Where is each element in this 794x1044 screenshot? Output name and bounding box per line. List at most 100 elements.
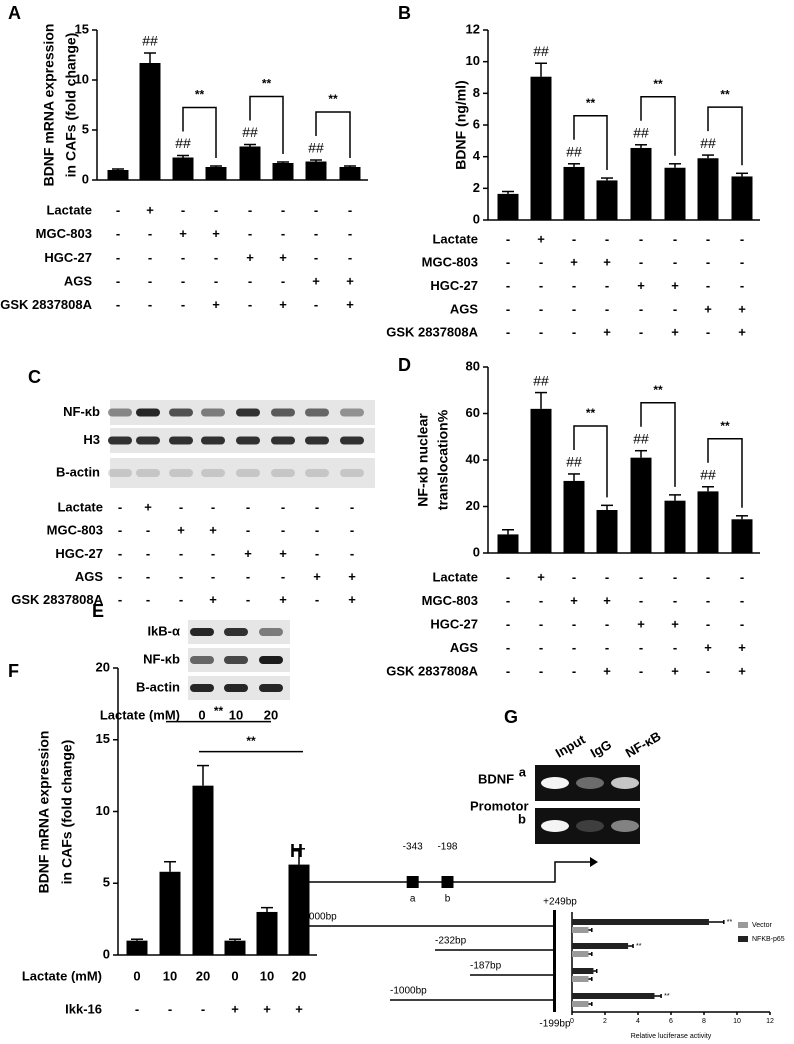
lane-label: NF-κB	[623, 728, 664, 760]
site-position: -198	[437, 842, 457, 853]
panel-label: G	[504, 707, 518, 727]
significance-label: **	[653, 77, 663, 91]
condition-mark: 20	[264, 707, 278, 722]
panel-label: C	[28, 367, 41, 387]
blot-row-label: B-actin	[136, 679, 180, 694]
y-tick-label: 5	[82, 121, 89, 136]
bar	[339, 167, 361, 180]
condition-name: MGC-803	[422, 255, 478, 270]
y-tick-label: 6	[473, 116, 480, 131]
blot-band	[259, 684, 283, 692]
blot-band	[190, 628, 214, 636]
condition-mark: +	[671, 278, 679, 293]
condition-mark: -	[179, 592, 183, 607]
significance-label: **	[586, 406, 596, 420]
bar	[572, 968, 594, 974]
blot-band	[136, 469, 160, 477]
significance-bracket	[640, 401, 676, 487]
y-tick-label: 0	[82, 171, 89, 186]
condition-name: HGC-27	[44, 250, 92, 265]
condition-mark: -	[605, 301, 609, 316]
blot-band	[201, 408, 225, 417]
condition-mark: -	[572, 663, 576, 678]
condition-mark: +	[637, 278, 645, 293]
blot-band	[236, 436, 260, 445]
condition-mark: -	[572, 278, 576, 293]
condition-mark: -	[146, 523, 150, 538]
condition-mark: -	[706, 255, 710, 270]
blot-band	[108, 436, 132, 445]
significance-bracket	[182, 106, 217, 158]
bar	[572, 976, 589, 982]
condition-mark: -	[350, 499, 354, 514]
condition-mark: +	[144, 499, 152, 514]
construct-label: -232bp	[435, 936, 467, 947]
condition-name: AGS	[64, 274, 93, 289]
significance-label: **	[727, 919, 733, 926]
bar	[563, 480, 585, 553]
condition-mark: -	[350, 546, 354, 561]
condition-mark: -	[181, 202, 185, 217]
bar	[664, 500, 686, 553]
blot-band	[136, 436, 160, 445]
condition-mark: -	[706, 325, 710, 340]
condition-mark: -	[740, 593, 744, 608]
blot-band	[271, 469, 295, 477]
bar	[596, 180, 618, 220]
condition-mark: +	[179, 226, 187, 241]
condition-mark: -	[539, 663, 543, 678]
bar	[572, 919, 709, 925]
condition-mark: +	[231, 1001, 239, 1016]
hash-label: ##	[308, 140, 324, 156]
y-tick-label: 60	[466, 405, 480, 420]
bar	[731, 176, 753, 220]
condition-name: MGC-803	[422, 593, 478, 608]
y-tick-label: 20	[466, 498, 480, 513]
condition-mark: +	[738, 663, 746, 678]
condition-mark: -	[639, 640, 643, 655]
condition-mark: -	[350, 523, 354, 538]
condition-mark: +	[603, 663, 611, 678]
gel-label: BDNF	[478, 771, 514, 786]
condition-mark: -	[214, 202, 218, 217]
condition-mark: -	[539, 593, 543, 608]
condition-name: GSK 2837808A	[0, 297, 92, 312]
condition-mark: -	[248, 226, 252, 241]
y-tick-label: 40	[466, 451, 480, 466]
significance-label: **	[246, 734, 256, 748]
condition-mark: +	[603, 593, 611, 608]
bar	[664, 167, 686, 220]
site-label: a	[410, 894, 416, 905]
hash-label: ##	[566, 454, 582, 470]
condition-mark: +	[279, 546, 287, 561]
bar	[572, 943, 629, 949]
panel-label: A	[8, 3, 21, 23]
y-tick-label: 20	[96, 659, 110, 674]
condition-mark: -	[211, 499, 215, 514]
x-tick-label: 2	[603, 1018, 607, 1025]
condition-mark: -	[246, 569, 250, 584]
condition-mark: -	[506, 616, 510, 631]
condition-mark: +	[603, 325, 611, 340]
condition-mark: +	[295, 1001, 303, 1016]
condition-name: AGS	[75, 569, 104, 584]
condition-name: HGC-27	[55, 546, 103, 561]
condition-mark: -	[639, 593, 643, 608]
blot-row-label: B-actin	[56, 464, 100, 479]
condition-mark: -	[281, 226, 285, 241]
blot-band	[271, 408, 295, 417]
condition-mark: -	[116, 297, 120, 312]
significance-label: **	[636, 943, 642, 950]
blot-band	[236, 408, 260, 417]
condition-mark: -	[118, 499, 122, 514]
y-tick-label: 0	[103, 946, 110, 961]
x-tick-label: 10	[733, 1018, 741, 1025]
panel-label: F	[8, 661, 19, 681]
condition-mark: -	[148, 274, 152, 289]
condition-mark: +	[346, 274, 354, 289]
bar	[630, 147, 652, 220]
condition-mark: 20	[292, 968, 306, 983]
site-box	[406, 876, 419, 888]
condition-mark: -	[148, 297, 152, 312]
gel-band	[611, 777, 639, 789]
